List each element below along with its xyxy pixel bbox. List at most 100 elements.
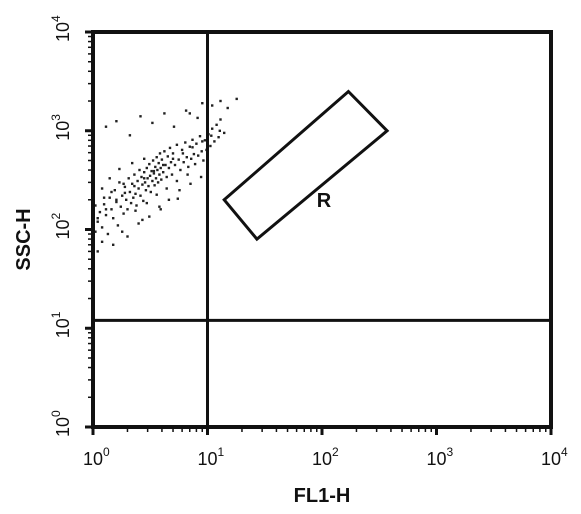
data-point — [179, 168, 182, 172]
plot-frame — [91, 30, 553, 429]
data-point — [171, 152, 175, 155]
y-axis-label: SSC-H — [13, 208, 35, 270]
data-point — [173, 163, 177, 167]
data-point — [190, 157, 193, 160]
data-point — [157, 161, 160, 165]
x-tick-label: 100 — [83, 445, 110, 469]
data-point — [191, 146, 194, 149]
data-point — [182, 161, 185, 164]
data-point — [104, 125, 108, 128]
data-point — [196, 116, 199, 120]
data-point — [184, 141, 187, 144]
data-point — [142, 199, 145, 203]
data-point — [168, 146, 172, 150]
data-point — [104, 208, 108, 211]
data-point — [140, 175, 143, 179]
data-point — [126, 235, 129, 238]
data-point — [119, 205, 122, 208]
data-point — [123, 185, 127, 189]
data-point — [156, 181, 160, 184]
data-point — [108, 177, 111, 180]
data-point — [151, 179, 154, 183]
gate-label: R — [317, 190, 332, 212]
y-tick-label: 101 — [49, 311, 73, 338]
data-point — [217, 136, 220, 139]
data-point — [94, 230, 97, 233]
data-point — [226, 106, 229, 110]
data-point — [150, 169, 153, 173]
data-point — [156, 168, 159, 172]
data-point — [148, 174, 152, 177]
data-point — [115, 120, 118, 123]
data-point — [177, 158, 180, 161]
data-point — [167, 166, 171, 170]
data-point — [116, 224, 120, 227]
data-point — [166, 155, 169, 158]
data-point — [160, 158, 164, 161]
data-point — [215, 123, 218, 126]
data-point — [153, 184, 156, 187]
data-point — [118, 167, 121, 171]
data-point — [151, 121, 154, 125]
data-point — [100, 240, 104, 243]
data-point — [154, 165, 157, 169]
y-tick-label: 100 — [49, 410, 73, 437]
data-point — [131, 182, 134, 185]
data-point — [181, 152, 185, 155]
data-point — [169, 161, 173, 164]
data-point — [138, 168, 141, 172]
data-point — [200, 150, 203, 153]
y-tick-label: 103 — [49, 114, 73, 141]
data-point — [137, 222, 140, 225]
data-point — [210, 134, 213, 137]
data-point — [113, 189, 116, 192]
data-point — [202, 159, 205, 162]
data-point — [155, 193, 158, 196]
data-point — [143, 177, 146, 180]
data-point — [191, 138, 194, 141]
data-point — [121, 230, 124, 233]
x-tick-label: 102 — [312, 445, 339, 469]
data-point — [188, 145, 191, 148]
data-point — [110, 190, 113, 194]
data-point — [145, 166, 148, 170]
data-point — [189, 182, 192, 185]
data-point — [96, 250, 99, 253]
data-point — [123, 191, 127, 195]
data-point — [141, 183, 144, 186]
data-point — [149, 190, 152, 194]
y-axis: 100 101 102 103 104 — [49, 15, 93, 437]
data-point — [148, 215, 151, 218]
data-point — [125, 198, 128, 201]
data-point — [151, 159, 155, 162]
data-point — [175, 143, 179, 146]
x-tick-label: 101 — [198, 445, 225, 469]
data-point — [94, 204, 97, 207]
data-point — [135, 204, 138, 207]
data-point — [133, 173, 136, 176]
data-point — [186, 173, 189, 176]
data-point — [129, 201, 133, 205]
data-point — [110, 208, 113, 211]
data-point — [152, 169, 156, 173]
data-point — [115, 198, 118, 201]
data-point — [201, 102, 204, 105]
data-point — [185, 156, 188, 159]
data-point — [126, 208, 129, 211]
gate-region — [222, 89, 390, 242]
data-point — [213, 140, 216, 143]
data-point — [180, 148, 184, 152]
data-point — [211, 104, 214, 107]
data-point — [115, 200, 118, 204]
data-point — [187, 165, 190, 169]
data-point — [171, 157, 175, 160]
data-point — [100, 187, 104, 190]
data-point — [197, 154, 200, 157]
data-point — [192, 152, 196, 156]
data-point — [102, 196, 106, 199]
y-tick-label: 102 — [49, 212, 73, 239]
data-point — [199, 175, 203, 179]
data-point — [152, 172, 156, 175]
data-point — [137, 187, 140, 190]
